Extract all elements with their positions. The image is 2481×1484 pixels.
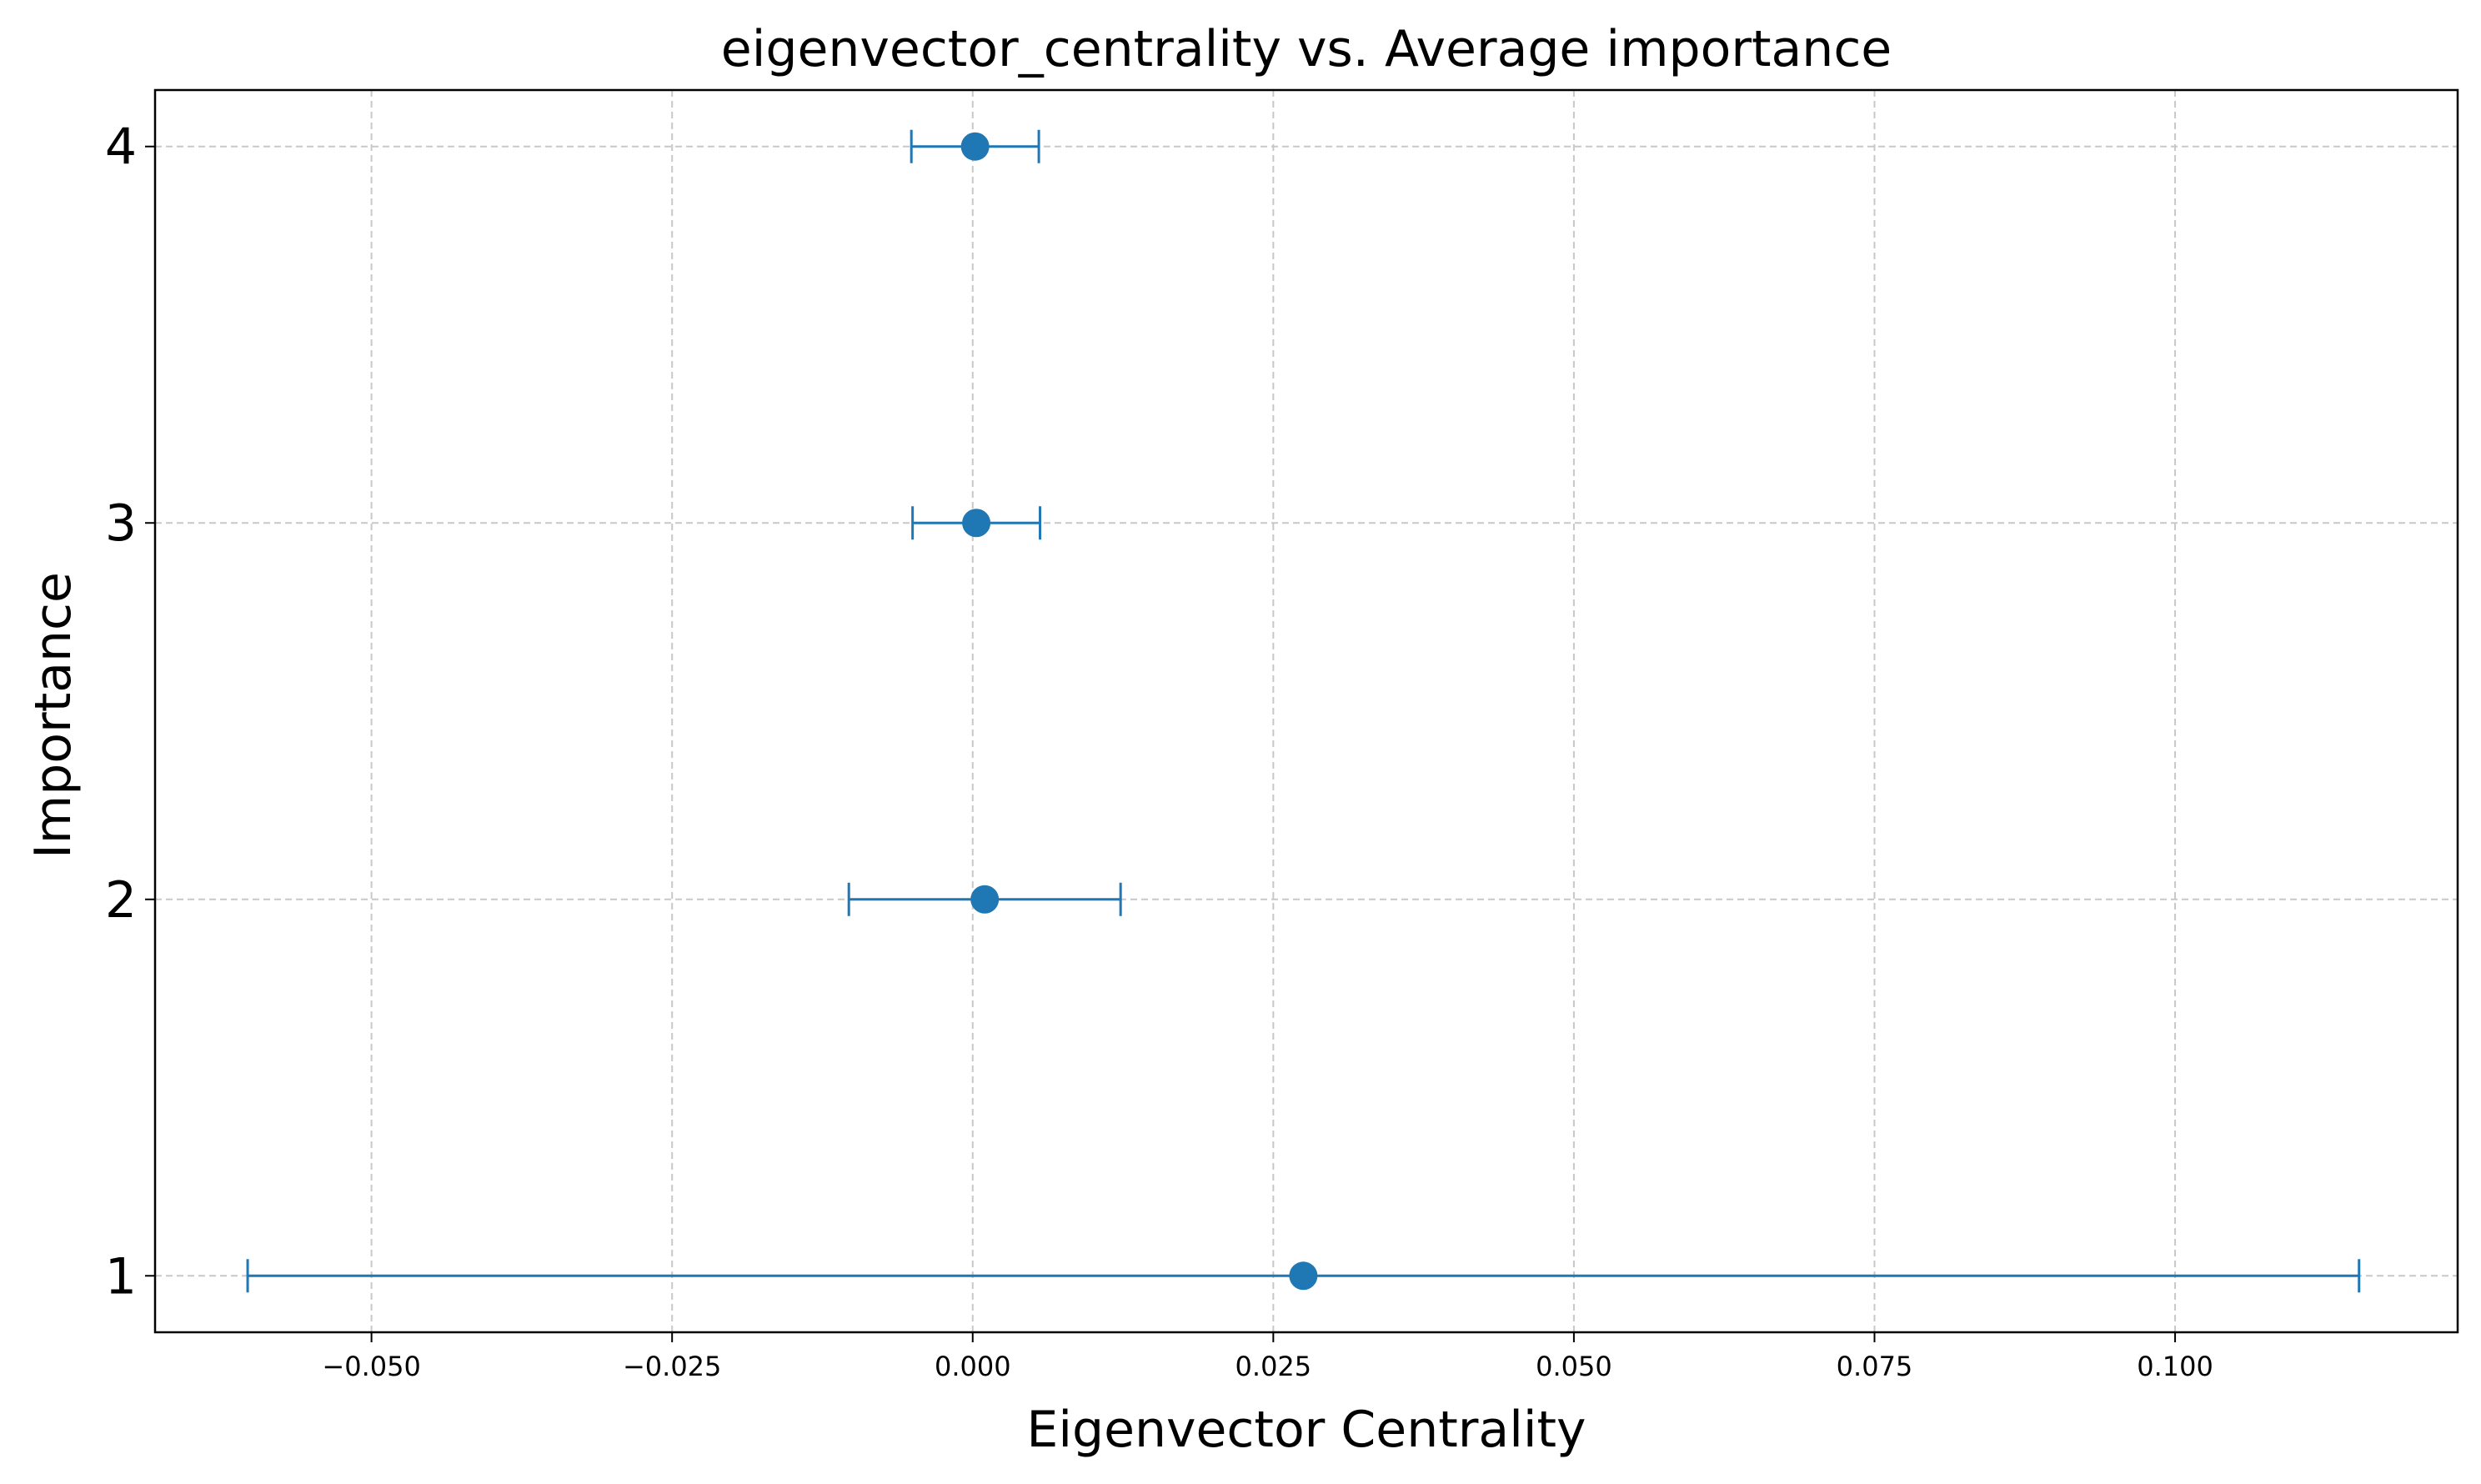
data-point	[970, 885, 1000, 914]
y-tick-label: 2	[105, 871, 137, 930]
data-point	[960, 132, 990, 161]
grid	[155, 90, 2458, 1332]
series	[246, 129, 2361, 1293]
x-tick-label: −0.025	[623, 1351, 721, 1382]
y-tick-label: 1	[105, 1247, 137, 1306]
chart-title: eigenvector_centrality vs. Average impor…	[721, 20, 1892, 78]
x-tick-label: 0.075	[1837, 1351, 1913, 1382]
data-point	[962, 509, 991, 538]
y-tick-label: 3	[105, 494, 137, 553]
y-axis-label: Importance	[24, 572, 83, 859]
x-tick-label: 0.000	[935, 1351, 1011, 1382]
data-point	[1289, 1261, 1318, 1291]
x-tick-label: 0.100	[2137, 1351, 2213, 1382]
ticks: −0.050 −0.025 0.000 0.025 0.050 0.075 0.100 1 2 3…	[105, 118, 2213, 1382]
x-tick-label: 0.025	[1235, 1351, 1312, 1382]
y-tick-label: 4	[105, 118, 137, 177]
plot-frame	[153, 88, 2459, 1334]
x-tick-label: 0.050	[1536, 1351, 1612, 1382]
x-axis-label: Eigenvector Centrality	[1026, 1401, 1586, 1459]
x-tick-label: −0.050	[322, 1351, 420, 1382]
